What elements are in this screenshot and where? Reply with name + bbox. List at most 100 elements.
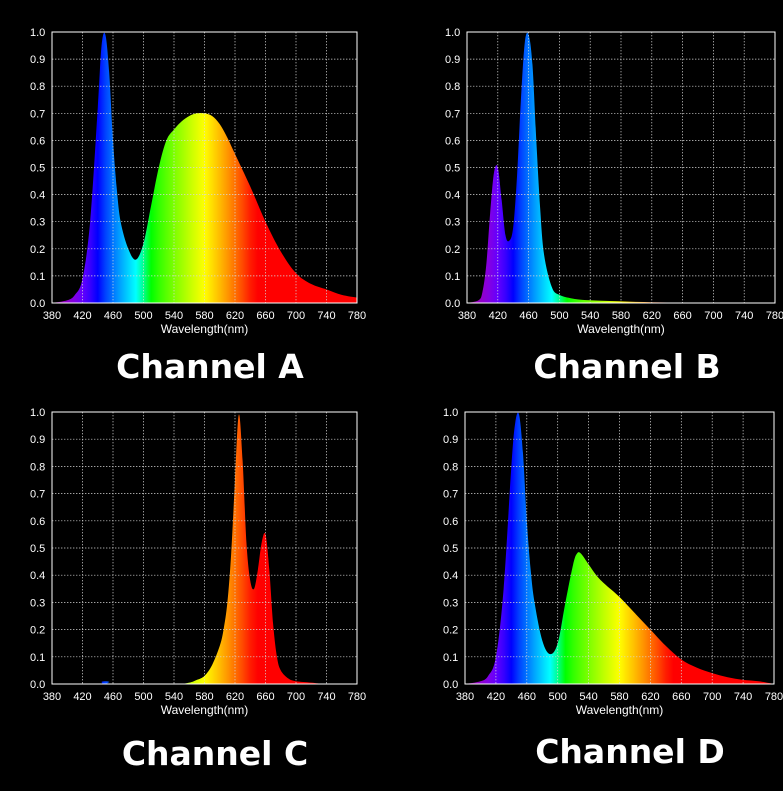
x-tick-label: 620: [226, 691, 244, 703]
chart-panel: 0.0 0.1 0.2 0.3 0.4 0.5 0.6 0.7 0.8 0.9 1.0 380 420 4…: [445, 27, 783, 386]
y-tick-label: 0.4: [30, 570, 45, 582]
x-tick-label: 660: [256, 310, 274, 322]
y-tick-label: 1.0: [30, 407, 45, 419]
y-tick-label: 0.3: [30, 217, 45, 229]
plot-frame: [466, 31, 776, 304]
x-tick-label: 700: [287, 310, 305, 322]
plot-frame: [51, 31, 358, 304]
x-tick-label: 620: [643, 310, 661, 322]
y-tick-label: 0.1: [30, 271, 45, 283]
chart-title: Channel C: [122, 734, 308, 773]
chart-title: Channel B: [533, 347, 720, 386]
x-tick-label: 540: [165, 310, 183, 322]
y-tick-label: 0.6: [30, 516, 45, 528]
y-tick-label: 0.8: [30, 461, 45, 473]
y-tick-label: 0.6: [443, 516, 458, 528]
x-tick-label: 540: [581, 310, 599, 322]
x-tick-label: 500: [550, 310, 568, 322]
y-tick-label: 0.8: [445, 81, 460, 93]
x-tick-label: 740: [735, 310, 753, 322]
chart-panel: 0.0 0.1 0.2 0.3 0.4 0.5 0.6 0.7 0.8 0.9 1.0 380 420 4…: [443, 407, 783, 771]
y-tick-label: 0.4: [443, 570, 458, 582]
x-tick-label: 460: [519, 310, 537, 322]
x-tick-label: 700: [287, 691, 305, 703]
y-tick-label: 0.0: [30, 679, 45, 691]
x-tick-label: 580: [612, 310, 630, 322]
y-tick-label: 0.8: [30, 81, 45, 93]
y-tick-label: 0.5: [30, 163, 45, 175]
x-tick-label: 380: [43, 691, 61, 703]
chart-title: Channel D: [535, 732, 725, 771]
y-tick-label: 0.9: [30, 434, 45, 446]
x-tick-label: 740: [317, 310, 335, 322]
x-tick-label: 780: [765, 691, 783, 703]
x-tick-label: 780: [348, 310, 366, 322]
x-tick-label: 580: [610, 691, 628, 703]
x-axis-title: Wavelength(nm): [576, 703, 664, 717]
x-tick-label: 540: [579, 691, 597, 703]
x-tick-label: 700: [703, 691, 721, 703]
x-tick-label: 420: [489, 310, 507, 322]
chart-panel: 0.0 0.1 0.2 0.3 0.4 0.5 0.6 0.7 0.8 0.9 1.0 380 420 4…: [30, 407, 366, 773]
x-tick-label: 700: [704, 310, 722, 322]
y-tick-label: 0.0: [443, 679, 458, 691]
x-tick-label: 660: [673, 310, 691, 322]
x-tick-label: 780: [766, 310, 783, 322]
y-tick-label: 0.4: [445, 190, 460, 202]
y-tick-label: 1.0: [445, 27, 460, 39]
x-tick-label: 380: [43, 310, 61, 322]
y-tick-label: 1.0: [443, 407, 458, 419]
y-tick-label: 0.0: [445, 298, 460, 310]
x-tick-label: 460: [518, 691, 536, 703]
y-tick-label: 0.2: [30, 625, 45, 637]
x-axis-title: Wavelength(nm): [161, 322, 249, 336]
y-tick-label: 1.0: [30, 27, 45, 39]
chart-title: Channel A: [116, 347, 304, 386]
x-tick-label: 580: [195, 691, 213, 703]
x-tick-label: 420: [73, 691, 91, 703]
x-tick-label: 740: [317, 691, 335, 703]
x-tick-label: 460: [104, 310, 122, 322]
y-tick-label: 0.7: [30, 108, 45, 120]
x-axis-title: Wavelength(nm): [161, 703, 249, 717]
x-tick-label: 740: [734, 691, 752, 703]
x-tick-label: 660: [672, 691, 690, 703]
x-tick-label: 580: [195, 310, 213, 322]
chart-panel: 0.0 0.1 0.2 0.3 0.4 0.5 0.6 0.7 0.8 0.9 1.0 380 420 4…: [30, 27, 366, 386]
x-tick-label: 460: [104, 691, 122, 703]
y-tick-label: 0.9: [445, 54, 460, 66]
x-tick-label: 500: [549, 691, 567, 703]
y-tick-label: 0.9: [443, 434, 458, 446]
y-tick-label: 0.3: [443, 597, 458, 609]
y-tick-label: 0.2: [445, 244, 460, 256]
y-tick-label: 0.7: [443, 489, 458, 501]
y-tick-label: 0.5: [445, 163, 460, 175]
x-tick-label: 540: [165, 691, 183, 703]
y-tick-label: 0.6: [30, 135, 45, 147]
x-tick-label: 420: [487, 691, 505, 703]
y-tick-label: 0.1: [443, 652, 458, 664]
y-tick-label: 0.5: [443, 543, 458, 555]
y-tick-label: 0.3: [445, 217, 460, 229]
y-tick-label: 0.4: [30, 190, 45, 202]
y-tick-label: 0.8: [443, 461, 458, 473]
y-tick-label: 0.7: [30, 489, 45, 501]
x-tick-label: 420: [73, 310, 91, 322]
y-tick-label: 0.7: [445, 108, 460, 120]
x-tick-label: 780: [348, 691, 366, 703]
y-tick-label: 0.2: [443, 625, 458, 637]
x-axis-title: Wavelength(nm): [577, 322, 665, 336]
x-tick-label: 380: [458, 310, 476, 322]
y-tick-label: 0.5: [30, 543, 45, 555]
x-tick-label: 380: [456, 691, 474, 703]
x-tick-label: 620: [226, 310, 244, 322]
y-tick-label: 0.1: [30, 652, 45, 664]
plot-frame: [464, 411, 775, 685]
y-tick-label: 0.6: [445, 135, 460, 147]
plot-frame: [51, 411, 358, 685]
x-tick-label: 500: [134, 691, 152, 703]
x-tick-label: 660: [256, 691, 274, 703]
y-tick-label: 0.2: [30, 244, 45, 256]
x-tick-label: 620: [641, 691, 659, 703]
